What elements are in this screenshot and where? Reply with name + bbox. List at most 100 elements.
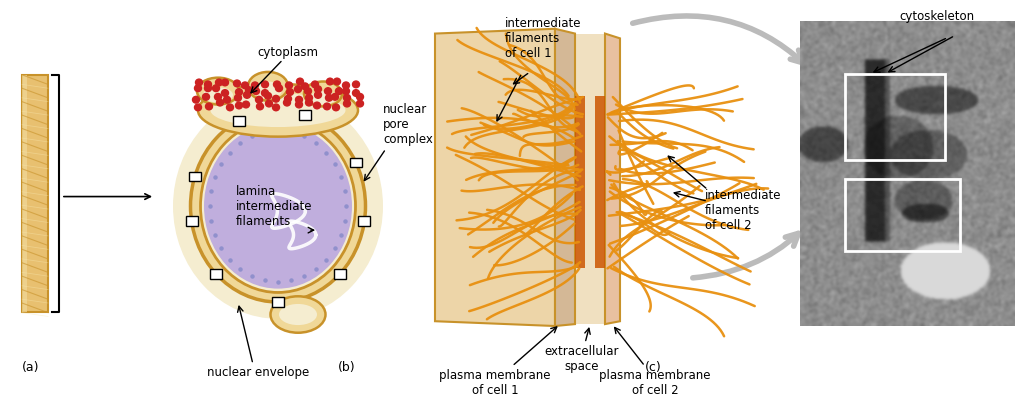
Circle shape xyxy=(285,96,292,102)
Ellipse shape xyxy=(270,296,326,333)
Circle shape xyxy=(297,78,303,85)
Circle shape xyxy=(305,99,312,106)
Circle shape xyxy=(205,85,212,92)
Bar xyxy=(232,116,245,126)
Circle shape xyxy=(325,88,332,94)
Circle shape xyxy=(352,81,359,88)
Text: nuclear envelope: nuclear envelope xyxy=(207,366,309,379)
Ellipse shape xyxy=(279,304,317,325)
Text: (a): (a) xyxy=(22,361,40,374)
Text: intermediate
filaments
of cell 1: intermediate filaments of cell 1 xyxy=(505,17,582,60)
Text: nuclear
pore
complex: nuclear pore complex xyxy=(383,103,433,146)
Ellipse shape xyxy=(304,82,342,106)
Circle shape xyxy=(261,81,268,88)
Ellipse shape xyxy=(211,94,345,127)
Circle shape xyxy=(356,94,364,100)
Ellipse shape xyxy=(203,87,233,102)
Circle shape xyxy=(214,94,221,100)
FancyArrowPatch shape xyxy=(633,16,804,63)
Circle shape xyxy=(193,96,200,103)
Circle shape xyxy=(304,88,311,94)
Circle shape xyxy=(342,88,349,94)
Circle shape xyxy=(205,81,212,88)
Ellipse shape xyxy=(198,84,358,137)
Circle shape xyxy=(236,102,243,109)
Circle shape xyxy=(256,96,262,103)
Circle shape xyxy=(296,96,302,103)
Circle shape xyxy=(216,99,223,106)
Bar xyxy=(299,110,311,120)
Circle shape xyxy=(314,86,322,92)
Circle shape xyxy=(234,94,242,101)
Polygon shape xyxy=(605,34,620,324)
Bar xyxy=(349,158,361,168)
Circle shape xyxy=(195,104,202,111)
Polygon shape xyxy=(22,75,27,312)
Circle shape xyxy=(342,82,349,89)
Circle shape xyxy=(265,100,272,107)
Circle shape xyxy=(215,79,222,86)
Bar xyxy=(845,74,945,160)
Circle shape xyxy=(252,82,258,89)
Circle shape xyxy=(246,87,253,94)
Circle shape xyxy=(333,104,340,111)
Polygon shape xyxy=(575,34,605,324)
Circle shape xyxy=(213,85,219,92)
Bar xyxy=(595,96,605,268)
Circle shape xyxy=(272,104,280,111)
Circle shape xyxy=(196,79,203,86)
Circle shape xyxy=(273,81,281,88)
Ellipse shape xyxy=(310,91,336,104)
Circle shape xyxy=(284,99,291,106)
FancyArrowPatch shape xyxy=(693,233,799,278)
Ellipse shape xyxy=(204,124,352,289)
Bar xyxy=(211,269,222,279)
Circle shape xyxy=(221,90,228,96)
Circle shape xyxy=(352,90,359,96)
Circle shape xyxy=(195,85,202,92)
Circle shape xyxy=(203,94,210,100)
Bar xyxy=(272,297,284,307)
Circle shape xyxy=(286,82,293,89)
Bar xyxy=(358,216,370,226)
Circle shape xyxy=(233,80,241,87)
Ellipse shape xyxy=(201,120,355,292)
Circle shape xyxy=(287,89,294,96)
Text: extracellular
space: extracellular space xyxy=(545,345,620,373)
Circle shape xyxy=(226,104,233,111)
Circle shape xyxy=(301,83,308,90)
Circle shape xyxy=(326,94,333,101)
Ellipse shape xyxy=(190,110,366,302)
Circle shape xyxy=(343,100,350,107)
Polygon shape xyxy=(555,29,575,326)
Text: cytoplasm: cytoplasm xyxy=(257,46,318,60)
Ellipse shape xyxy=(173,94,383,319)
Polygon shape xyxy=(435,29,555,326)
Circle shape xyxy=(236,89,243,96)
Bar xyxy=(575,96,585,268)
Circle shape xyxy=(314,92,322,98)
Circle shape xyxy=(296,101,302,108)
Bar xyxy=(186,216,198,226)
Text: intermediate
filaments
of cell 2: intermediate filaments of cell 2 xyxy=(705,190,781,232)
Circle shape xyxy=(244,92,251,98)
Circle shape xyxy=(264,92,271,99)
Circle shape xyxy=(295,86,301,92)
Bar xyxy=(845,179,961,251)
Circle shape xyxy=(256,103,263,110)
Circle shape xyxy=(313,102,321,109)
Text: plasma membrane
of cell 2: plasma membrane of cell 2 xyxy=(599,369,711,397)
Circle shape xyxy=(327,78,334,85)
Circle shape xyxy=(324,103,331,110)
Polygon shape xyxy=(22,75,48,312)
Bar xyxy=(189,172,202,181)
Circle shape xyxy=(272,96,280,102)
Ellipse shape xyxy=(248,72,288,101)
Circle shape xyxy=(221,79,228,86)
Bar xyxy=(334,269,345,279)
Text: (b): (b) xyxy=(338,361,355,374)
Circle shape xyxy=(253,88,259,94)
Circle shape xyxy=(356,100,364,107)
Ellipse shape xyxy=(254,82,282,99)
Circle shape xyxy=(261,90,268,96)
